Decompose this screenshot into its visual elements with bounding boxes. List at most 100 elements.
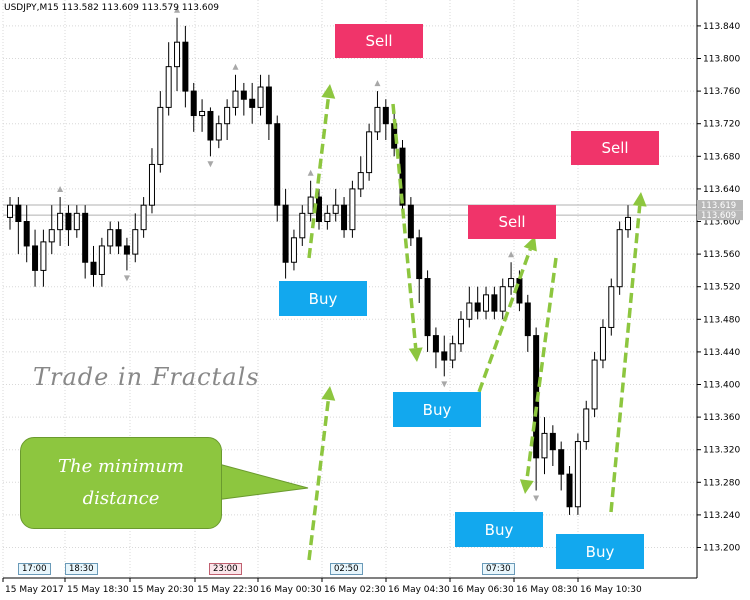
y-tick-label: 113.640 (703, 185, 740, 195)
candle-bear (432, 335, 439, 353)
time-label-2: 18:30 (65, 563, 98, 575)
candle-bull (290, 237, 297, 263)
candle-bear (491, 294, 498, 312)
callout-line-2: distance (82, 488, 160, 509)
candle-bull (157, 106, 164, 165)
candle-bear (341, 204, 348, 231)
candle-bear (407, 204, 414, 239)
fractal-up-marker (508, 251, 515, 258)
time-label-5: 07:30 (482, 563, 515, 575)
candle-bear (441, 351, 448, 361)
fractal-down-marker (533, 495, 540, 502)
candle-bear (316, 196, 322, 223)
trend-arrows (214, 84, 647, 561)
candle-bear (399, 147, 406, 206)
chart-axes: 113.840 113.800 113.760 113.720 113.680 113.6… (2, 0, 743, 595)
candle-bear (558, 449, 565, 475)
price-tag: 113.619 (701, 201, 736, 211)
y-tick-label: 113.360 (703, 413, 740, 423)
y-tick-label: 113.440 (703, 348, 740, 358)
fractal-up-marker (307, 169, 314, 176)
candle-bear (123, 245, 130, 255)
candle-bull (608, 286, 615, 328)
candle-bull (599, 326, 606, 361)
candle-bull (215, 123, 222, 141)
x-tick-label: 15 May 20:30 (132, 585, 194, 595)
buy-signal-2: Buy (393, 392, 481, 427)
y-tick-label: 113.480 (703, 315, 740, 325)
fractal-down-marker (441, 381, 448, 388)
candle-bull (232, 90, 239, 108)
candle-bull (332, 204, 339, 214)
x-tick-label: 15 May 22:30 (197, 585, 259, 595)
candle-bear (566, 473, 573, 508)
candle-bear (90, 261, 97, 275)
y-tick-label: 113.600 (703, 218, 740, 228)
candle-bull (299, 212, 306, 239)
candle-bull (140, 204, 147, 231)
candle-bull (40, 241, 47, 271)
y-tick-label: 113.800 (703, 55, 740, 65)
x-tick-label: 16 May 04:30 (388, 585, 450, 595)
candle-bear (516, 278, 523, 304)
candle-bull (625, 216, 631, 231)
candle-bear (265, 86, 272, 125)
buy-signal-1: Buy (279, 281, 367, 316)
x-tick-label: 16 May 02:30 (324, 585, 386, 595)
candle-bear (524, 302, 531, 337)
candle-bull (7, 204, 13, 218)
candle-bear (240, 90, 247, 100)
buy-signal-4: Buy (556, 534, 644, 569)
candle-bull (98, 245, 105, 275)
candle-bull (374, 106, 381, 133)
candle-bull (366, 131, 373, 174)
trend-arrow-head (321, 84, 336, 99)
candle-bull (257, 86, 264, 108)
candle-bear (115, 229, 122, 247)
candle-bull (107, 229, 114, 247)
candle-bear (23, 221, 30, 247)
candle-bear (416, 237, 423, 280)
minimum-distance-callout: The minimum distance (20, 437, 222, 529)
candle-bear (82, 212, 89, 263)
sell-signal-3: Sell (468, 205, 556, 239)
fractal-down-marker (123, 275, 130, 282)
candle-bull (574, 441, 581, 508)
candle-bull (132, 229, 139, 255)
price-tag-bg (697, 210, 743, 221)
candle-bull (73, 212, 80, 231)
candle-bull (508, 278, 515, 288)
time-label-3: 23:00 (209, 563, 242, 575)
y-tick-label: 113.280 (703, 478, 740, 488)
candle-bull (199, 110, 206, 117)
candle-bull (349, 188, 356, 231)
fractal-down-marker (207, 161, 214, 168)
trend-arrow-line (609, 205, 642, 513)
x-tick-label: 16 May 10:30 (580, 585, 642, 595)
trend-arrow-line (307, 399, 331, 561)
candle-bull (224, 106, 231, 125)
candle-bear (182, 41, 189, 92)
candle-bear (15, 204, 22, 222)
candle-bull (591, 359, 598, 410)
candle-bull (583, 408, 590, 443)
sell-signal-2: Sell (571, 131, 659, 165)
fractal-up-marker (232, 63, 239, 70)
price-tag-bg (697, 200, 743, 211)
fractal-up-marker (57, 186, 64, 193)
y-tick-label: 113.200 (703, 544, 740, 554)
y-tick-label: 113.840 (703, 22, 740, 32)
fractal-up-marker (374, 80, 381, 87)
x-tick-label: 16 May 00:30 (260, 585, 322, 595)
callout-line-1: The minimum (58, 456, 184, 477)
ohlc-label: 113.582 113.609 113.579 113.609 (61, 3, 220, 13)
trend-arrow-head (408, 347, 423, 362)
candle-bull (616, 229, 623, 288)
candle-bull (499, 286, 506, 312)
y-tick-label: 113.760 (703, 87, 740, 97)
chart-symbol-header: USDJPY,M15 113.582 113.609 113.579 113.6… (4, 3, 219, 13)
candle-bear (382, 106, 389, 125)
candle-bull (57, 212, 64, 231)
trend-arrow-head (523, 236, 537, 252)
